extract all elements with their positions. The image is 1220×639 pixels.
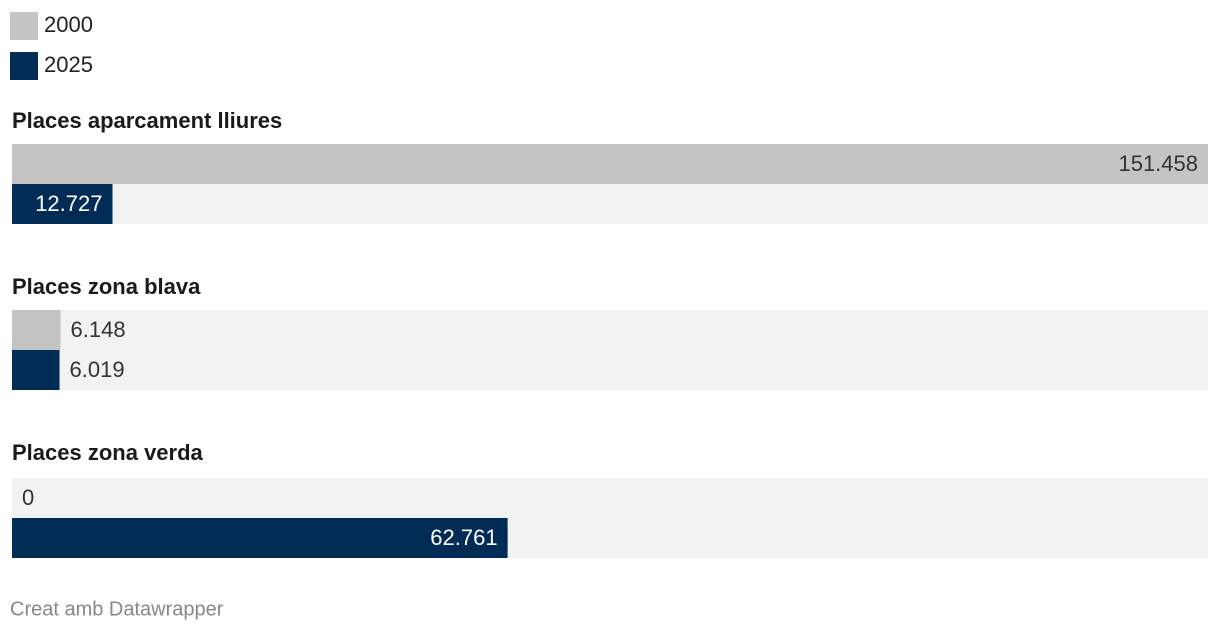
category-label: Places aparcament lliures (12, 108, 282, 133)
value-label: 151.458 (1118, 151, 1198, 176)
bar-track (12, 310, 1208, 390)
bar (12, 144, 1208, 184)
category-label: Places zona verda (12, 440, 204, 465)
legend-swatch (10, 52, 38, 80)
value-label: 0 (22, 485, 34, 510)
bar (12, 350, 60, 390)
footer: Creat amb Datawrapper (10, 598, 224, 620)
bar (12, 518, 508, 558)
legend-label: 2000 (44, 12, 93, 37)
value-label: 6.148 (71, 317, 126, 342)
value-label: 12.727 (35, 191, 102, 216)
legend-swatch (10, 12, 38, 40)
bar (12, 310, 61, 350)
value-label: 6.019 (70, 357, 125, 382)
category-label: Places zona blava (12, 274, 201, 299)
bar (12, 184, 113, 224)
legend-label: 2025 (44, 52, 93, 77)
value-label: 62.761 (430, 525, 497, 550)
